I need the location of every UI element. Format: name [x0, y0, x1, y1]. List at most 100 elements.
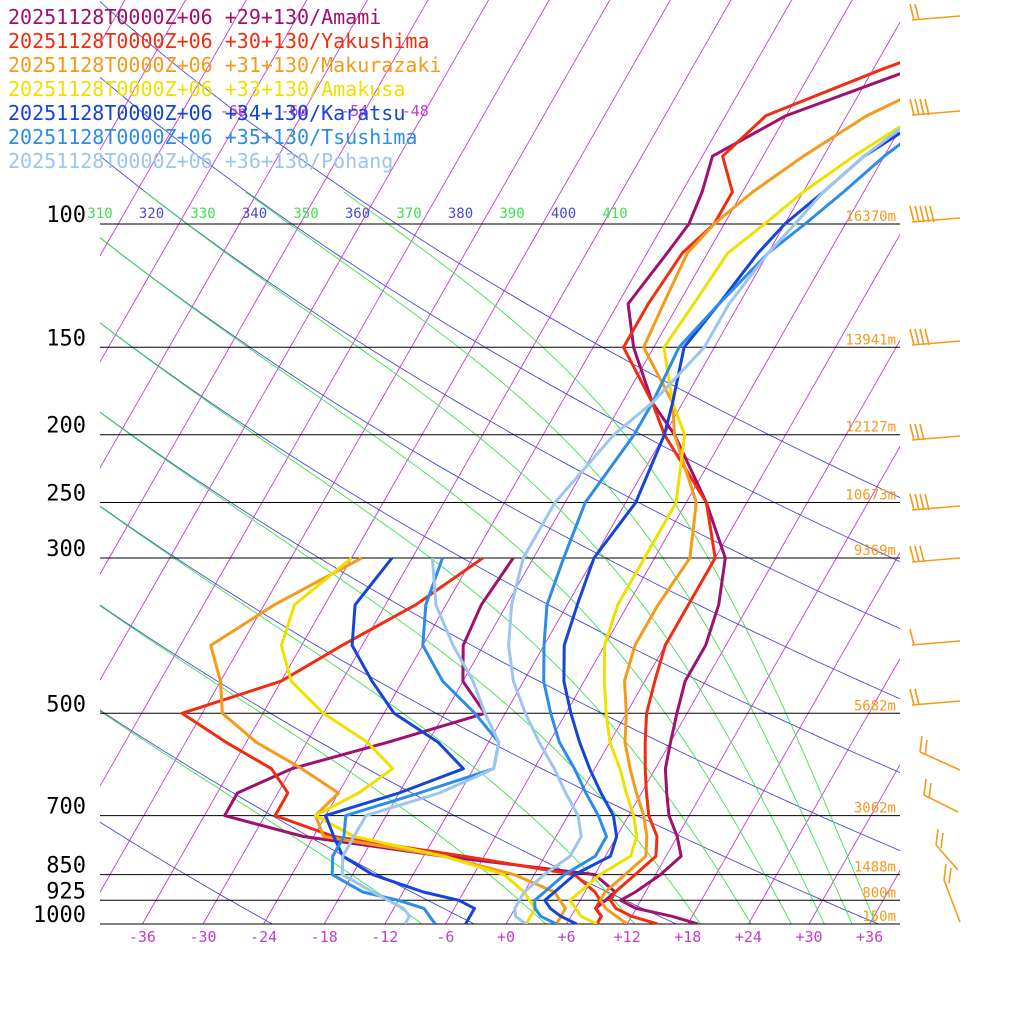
pressure-label-100: 100 — [46, 203, 86, 228]
height-label-100: 16370m — [845, 209, 896, 225]
theta-label-390: 390 — [499, 206, 524, 222]
legend: 20251128T0000Z+06 +29+130/Amami20251128T… — [8, 5, 441, 173]
wind-barb — [935, 828, 959, 871]
height-label-200: 12127m — [845, 420, 896, 436]
pressure-label-700: 700 — [46, 795, 86, 820]
wind-barb — [909, 493, 961, 511]
moist-adiabat-line — [100, 506, 636, 924]
theta-label-310: 310 — [87, 206, 112, 222]
temp-tick--12: -12 — [371, 928, 398, 946]
pressure-label-150: 150 — [46, 326, 86, 351]
pressure-label-925: 925 — [46, 879, 86, 904]
dry-adiabat-line — [100, 411, 900, 852]
isotherm-line — [748, 657, 900, 924]
wind-barb — [923, 778, 959, 813]
pressure-label-300: 300 — [46, 537, 86, 562]
height-label-1000: 150m — [862, 909, 896, 925]
height-label-150: 13941m — [845, 332, 896, 348]
isotherm-line — [991, 0, 1024, 924]
height-label-300: 9369m — [854, 543, 896, 559]
isotherm-line — [930, 0, 1024, 924]
theta-label-340: 340 — [242, 206, 267, 222]
temperature-line-karatsu — [543, 131, 900, 924]
theta-label-350: 350 — [293, 206, 318, 222]
temp-tick-+6: +6 — [558, 928, 576, 946]
temp-tick-+36: +36 — [856, 928, 883, 946]
dry-adiabat-line — [100, 155, 900, 629]
wind-barb — [909, 3, 961, 21]
wind-barb — [909, 98, 961, 116]
dry-adiabat-line — [100, 0, 900, 499]
isotherm-line — [445, 127, 900, 924]
dry-adiabat-line — [100, 821, 274, 924]
isotherm-line — [626, 445, 900, 924]
wind-barb — [909, 688, 961, 706]
theta-label-360: 360 — [345, 206, 370, 222]
temp-tick--30: -30 — [189, 928, 216, 946]
isotherm-line — [869, 869, 900, 924]
wind-barb — [909, 423, 961, 441]
height-label-850: 1488m — [854, 860, 896, 876]
wind-barb — [909, 328, 961, 346]
theta-label-330: 330 — [190, 206, 215, 222]
legend-item-4: 20251128T0000Z+06 +33+130/Amakusa — [8, 77, 405, 101]
legend-item-6: 20251128T0000Z+06 +35+130/Tsushima — [8, 125, 417, 149]
moist-adiabat-line — [100, 710, 423, 924]
pressure-levels — [100, 223, 900, 925]
dewpoint-line-amakusa — [279, 556, 537, 924]
dewpoint-line-karatsu — [324, 557, 476, 924]
theta-label-370: 370 — [396, 206, 421, 222]
legend-item-2: 20251128T0000Z+06 +30+130/Yakushima — [8, 29, 429, 53]
sounding-series — [180, 61, 900, 924]
dewpoint-line-amami — [223, 557, 617, 924]
moist-adiabat-line — [343, 191, 877, 924]
legend-item-5: 20251128T0000Z+06 +34+130/Karatsu — [8, 101, 405, 125]
temp-tick-+12: +12 — [614, 928, 641, 946]
temperature-line-amami — [619, 72, 900, 924]
theta-label-380: 380 — [448, 206, 473, 222]
theta-label-410: 410 — [602, 206, 627, 222]
dry-adiabat-line — [100, 236, 900, 700]
pressure-label-500: 500 — [46, 692, 86, 717]
height-label-250: 10673m — [845, 488, 896, 504]
dry-adiabat-line — [100, 322, 900, 774]
moist-adiabat-line — [100, 605, 547, 924]
dry-adiabat-line — [100, 604, 678, 924]
dry-adiabat-line — [100, 709, 476, 924]
dewpoint-line-tsushima — [330, 557, 501, 924]
legend-item-7: 20251128T0000Z+06 +36+130/Pohang — [8, 149, 393, 173]
chart-gridlines — [100, 0, 1024, 924]
dewpoint-line-pohang — [340, 557, 501, 924]
pressure-label-1000: 1000 — [33, 903, 86, 928]
wind-barb — [909, 545, 961, 563]
temp-tick--24: -24 — [250, 928, 277, 946]
temp-tick-+18: +18 — [674, 928, 701, 946]
isotherm-line — [808, 763, 900, 924]
temp-tick--18: -18 — [311, 928, 338, 946]
temp-tick-+30: +30 — [795, 928, 822, 946]
legend-item-3: 20251128T0000Z+06 +31+130/Makurazaki — [8, 53, 441, 77]
dry-adiabat-line — [100, 505, 880, 924]
wind-barb — [909, 628, 961, 646]
temperature-line-pohang — [507, 126, 900, 924]
legend-item-1: 20251128T0000Z+06 +29+130/Amami — [8, 5, 381, 29]
isotherm-top-label--48: -48 — [402, 102, 429, 120]
isotherm-top-label--54: -54 — [341, 102, 368, 120]
wind-barbs — [909, 3, 961, 923]
isotherm-top-label--60: -60 — [280, 102, 307, 120]
temperature-line-tsushima — [533, 142, 900, 924]
height-label-925: 800m — [862, 885, 896, 901]
wind-barb — [909, 205, 961, 223]
temp-tick-+0: +0 — [497, 928, 515, 946]
temperature-line-amakusa — [568, 124, 900, 924]
theta-label-400: 400 — [551, 206, 576, 222]
theta-label-320: 320 — [139, 206, 164, 222]
temp-tick--6: -6 — [436, 928, 454, 946]
pressure-label-250: 250 — [46, 482, 86, 507]
temperature-line-makurazaki — [598, 98, 900, 924]
isotherm-line — [687, 551, 900, 924]
dry-adiabat-line — [100, 76, 900, 563]
wind-barb — [919, 735, 961, 771]
isotherm-line — [384, 21, 900, 924]
